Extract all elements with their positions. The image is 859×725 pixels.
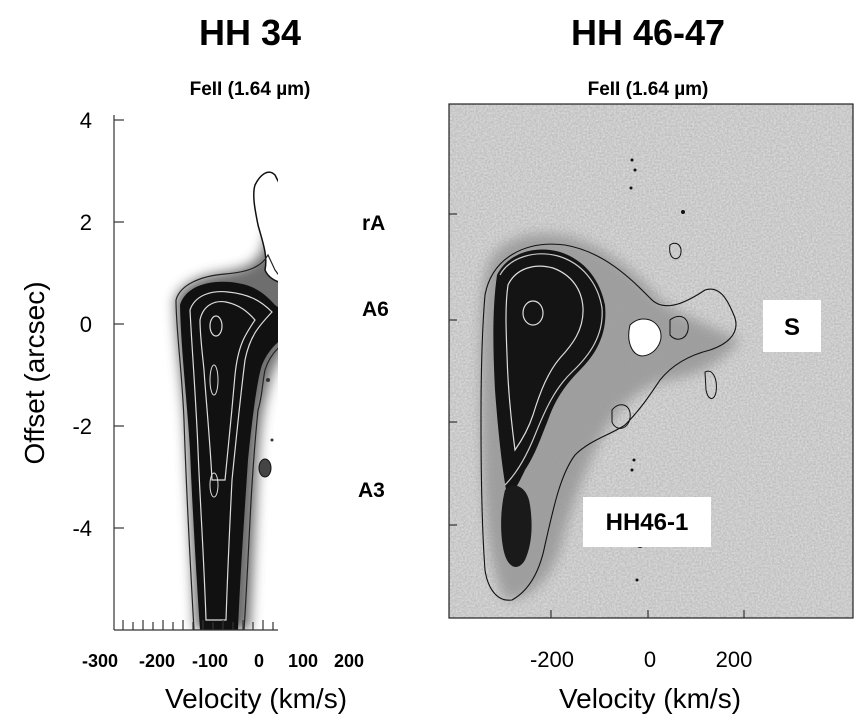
y-axis-label: Offset (arcsec) [19, 281, 50, 464]
annotation-A3: A3 [358, 479, 385, 502]
chart-subtitle-hh46-47: FeII (1.64 µm) [588, 79, 709, 100]
xtick-label-0-right: 0 [644, 647, 656, 672]
xtick-label-minus200-right: -200 [530, 647, 574, 672]
chart-title-hh46-47: HH 46-47 [571, 12, 725, 53]
emission-map-hh34 [175, 171, 278, 630]
ytick-label-0: 0 [80, 312, 92, 337]
ticks-hh34 [113, 115, 278, 631]
xtick-label-200-right: 200 [716, 647, 753, 672]
annotation-rA: rA [362, 212, 385, 235]
ytick-label-minus2: -2 [72, 414, 92, 439]
xtick-label-100: 100 [288, 651, 318, 671]
xtick-label-minus200: -200 [139, 651, 175, 671]
xtick-label-0: 0 [254, 651, 264, 671]
ticks-hh46-47 [449, 213, 745, 618]
xtick-label-minus300: -300 [82, 651, 118, 671]
chart-title-hh34: HH 34 [199, 12, 301, 53]
ytick-label-2: 2 [80, 210, 92, 235]
xtick-label-minus100: -100 [192, 651, 228, 671]
panel-hh46-47: HH 46-47 FeII (1.64 µm) [448, 12, 854, 714]
annotation-HH46-1: HH46-1 [606, 509, 689, 536]
x-axis-label-hh46-47: Velocity (km/s) [559, 683, 741, 714]
panel-hh34: HH 34 FeII (1.64 µm) [19, 12, 389, 714]
chart-subtitle-hh34: FeII (1.64 µm) [190, 79, 311, 100]
ytick-label-minus4: -4 [72, 516, 92, 541]
xtick-label-200: 200 [334, 651, 364, 671]
annotation-S: S [784, 314, 800, 341]
emission-map-hh46-47 [449, 104, 853, 618]
ytick-label-4: 4 [80, 108, 92, 133]
x-axis-label-hh34: Velocity (km/s) [165, 683, 347, 714]
annotation-A6: A6 [362, 298, 389, 321]
